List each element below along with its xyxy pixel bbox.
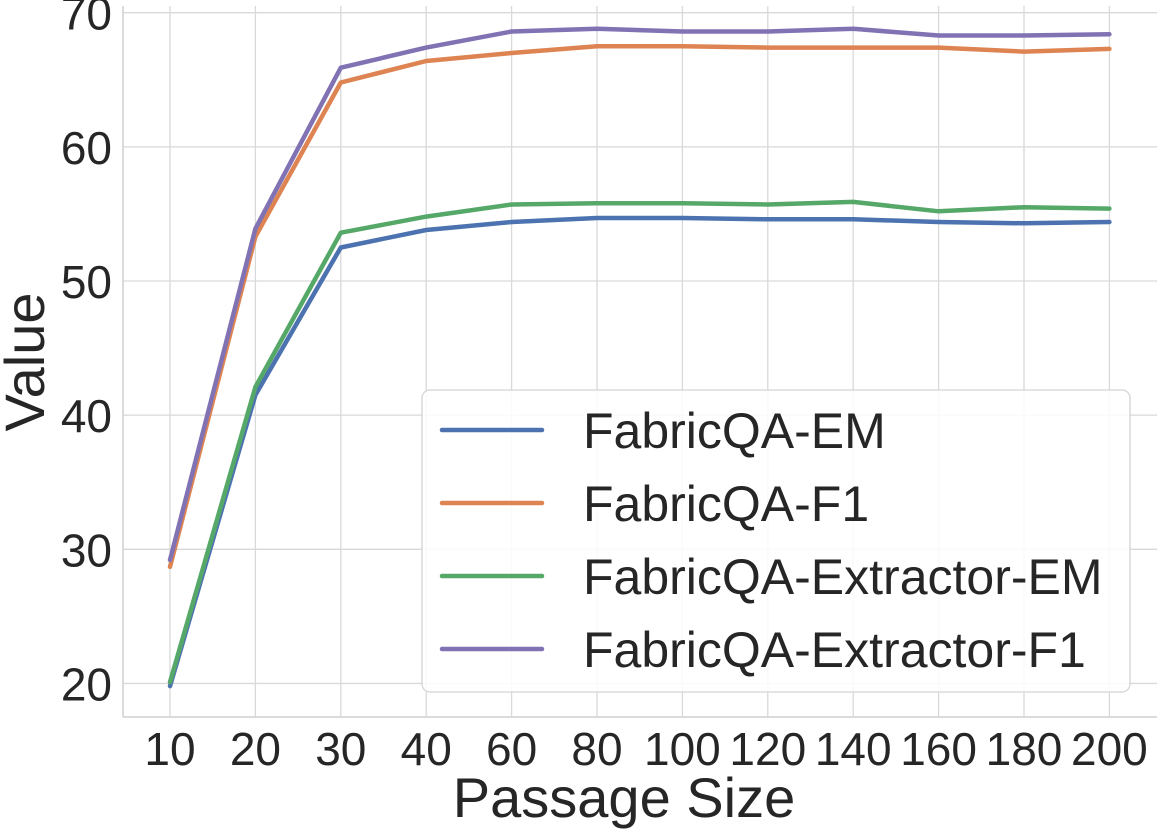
x-tick-label: 30: [315, 723, 366, 775]
y-tick-label: 60: [61, 122, 112, 174]
x-tick-label: 60: [486, 723, 537, 775]
x-tick-label: 200: [1071, 723, 1148, 775]
y-axis-label: Value: [0, 292, 56, 431]
y-tick-label: 20: [61, 658, 112, 710]
legend-label: FabricQA-Extractor-F1: [583, 622, 1086, 678]
legend-box: [421, 389, 1131, 693]
axes-spines: [122, 6, 1157, 718]
y-tick-labels: 20 30 40 50 60 70: [61, 0, 112, 710]
y-tick-label: 30: [61, 524, 112, 576]
x-tick-label: 180: [986, 723, 1063, 775]
x-tick-label: 140: [815, 723, 892, 775]
x-axis-label: Passage Size: [453, 766, 795, 829]
series-line-fabricqa-f1: [167, 43, 1112, 570]
series-line-fabricqa-em: [167, 215, 1112, 689]
series-lines: [167, 26, 1112, 689]
x-tick-label: 100: [644, 723, 721, 775]
x-tick-label: 20: [230, 723, 281, 775]
legend: FabricQA-EM FabricQA-F1 FabricQA-Extractor…: [421, 389, 1131, 693]
series-line-fabricqa-extractor-f1: [167, 26, 1112, 563]
y-tick-label: 50: [61, 256, 112, 308]
legend-label: FabricQA-F1: [583, 476, 869, 532]
legend-label: FabricQA-EM: [583, 403, 886, 459]
series-line-fabricqa-extractor-em: [167, 199, 1112, 685]
x-tick-labels: 10 20 30 40 60 80 100 120 140 160 180 200: [144, 723, 1147, 775]
x-tick-label: 160: [900, 723, 977, 775]
x-tick-label: 10: [144, 723, 195, 775]
legend-label: FabricQA-Extractor-EM: [583, 549, 1103, 605]
x-tick-label: 80: [571, 723, 622, 775]
y-tick-label: 70: [61, 0, 112, 40]
x-tick-label: 40: [401, 723, 452, 775]
y-tick-label: 40: [61, 390, 112, 442]
x-tick-label: 120: [729, 723, 806, 775]
